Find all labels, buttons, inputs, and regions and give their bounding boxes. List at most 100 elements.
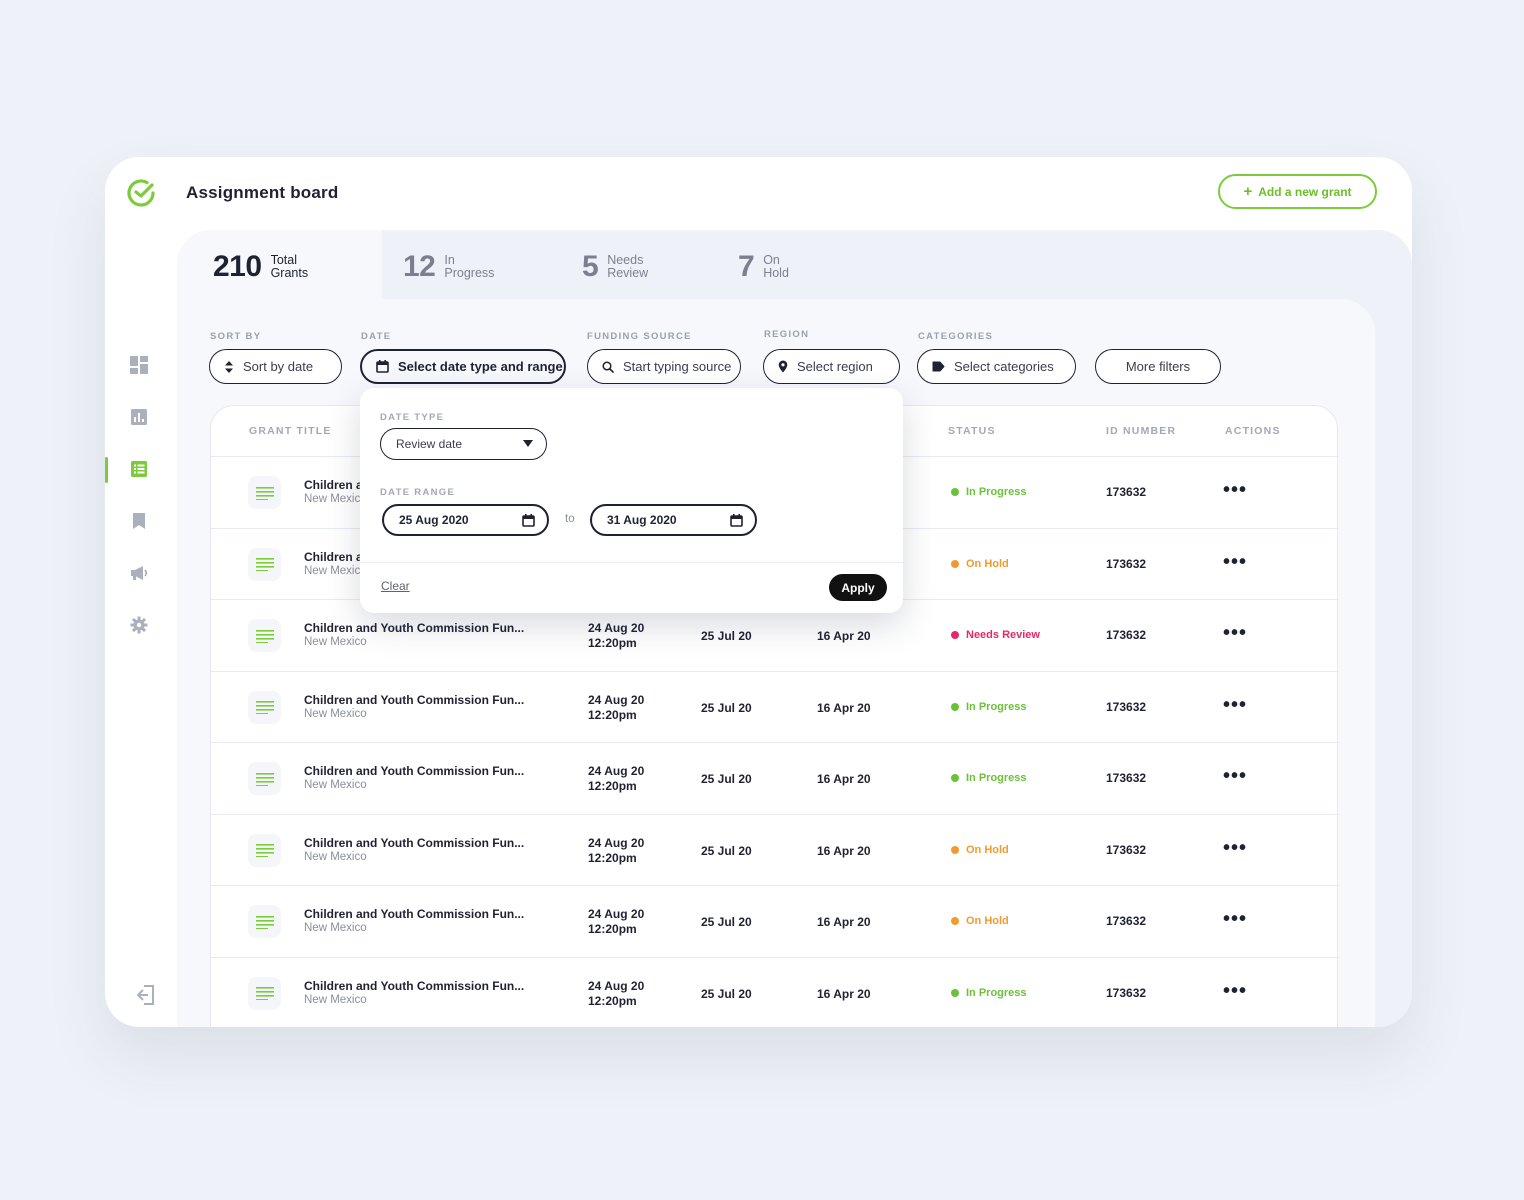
grant-region: New Mexico xyxy=(304,850,367,863)
grant-id: 173632 xyxy=(1106,556,1147,571)
main-panel: 210 Total Grants 12 In Progress 5 Needs Rev… xyxy=(177,230,1412,1027)
stat-number: 210 xyxy=(213,250,262,283)
status-dot xyxy=(951,488,959,496)
grant-date-secondary: 25 Jul 20 xyxy=(701,915,752,929)
date-range-separator: to xyxy=(565,513,575,525)
status-text: In Progress xyxy=(966,486,1027,498)
grant-date-tertiary: 16 Apr 20 xyxy=(817,629,871,643)
table-row[interactable]: Children and Youth Commission Fun...New … xyxy=(211,670,1339,743)
stat-needs-review[interactable]: 5 Needs Review xyxy=(582,250,648,284)
add-grant-button[interactable]: + Add a new grant xyxy=(1218,174,1377,209)
status-badge: On Hold xyxy=(951,915,1009,927)
sidebar-item-bookmarks[interactable] xyxy=(127,509,151,533)
grant-date: 24 Aug 20 xyxy=(588,764,645,778)
column-header-grant-title[interactable]: GRANT TITLE xyxy=(249,425,332,437)
document-lines-icon xyxy=(248,476,281,509)
row-actions-button[interactable]: ••• xyxy=(1223,765,1248,787)
region-select[interactable]: Select region xyxy=(763,349,900,384)
more-filters-button[interactable]: More filters xyxy=(1095,349,1221,384)
clear-button[interactable]: Clear xyxy=(381,579,410,593)
grant-id: 173632 xyxy=(1106,771,1147,785)
date-type-label: DATE TYPE xyxy=(380,412,445,423)
stat-number: 5 xyxy=(582,250,599,283)
more-filters-label: More filters xyxy=(1125,359,1191,374)
funding-source-input[interactable]: Start typing source xyxy=(587,349,741,384)
sort-by-select[interactable]: Sort by date xyxy=(209,349,342,384)
table-row[interactable]: Children and Youth Commission Fun...New … xyxy=(211,742,1339,814)
status-text: In Progress xyxy=(966,772,1027,784)
column-header-status[interactable]: STATUS xyxy=(948,425,996,437)
stat-label: In Progress xyxy=(444,254,494,280)
table-row[interactable]: Children and Youth Commission Fun...New … xyxy=(211,885,1339,957)
row-actions-button[interactable]: ••• xyxy=(1223,479,1248,501)
grant-title[interactable]: Children and Youth Commission Fun... xyxy=(304,621,525,635)
status-text: In Progress xyxy=(966,986,1027,999)
grant-title[interactable]: Children and Youth Commission Fun... xyxy=(304,978,525,993)
megaphone-icon xyxy=(131,566,148,580)
status-dot xyxy=(951,917,959,925)
region-value: Select region xyxy=(797,359,873,374)
sidebar-item-reports[interactable] xyxy=(127,405,151,429)
grant-id: 173632 xyxy=(1106,485,1147,499)
column-header-id-number[interactable]: ID NUMBER xyxy=(1106,425,1177,437)
grant-date-tertiary: 16 Apr 20 xyxy=(817,843,871,858)
grant-date: 24 Aug 20 xyxy=(588,835,645,850)
region-label: REGION xyxy=(764,329,810,340)
stat-on-hold[interactable]: 7 On Hold xyxy=(738,250,789,284)
grant-time: 12:20pm xyxy=(588,993,637,1008)
row-actions-button[interactable]: ••• xyxy=(1223,979,1248,1002)
apply-button[interactable]: Apply xyxy=(829,574,887,601)
grant-title[interactable]: Children and Youth Commission Fun... xyxy=(304,692,525,707)
stat-total-grants[interactable]: 210 Total Grants xyxy=(213,250,308,284)
table-row[interactable]: Children and Youth Commission Fun...New … xyxy=(211,956,1339,1028)
sidebar-active-indicator xyxy=(105,457,108,483)
date-range-to-input[interactable]: 31 Aug 2020 xyxy=(590,504,757,536)
document-lines-icon xyxy=(248,762,281,795)
status-badge: In Progress xyxy=(951,987,1027,999)
status-text: Needs Review xyxy=(966,629,1040,641)
grant-region: New Mexico xyxy=(304,779,367,791)
status-dot xyxy=(951,845,959,854)
date-type-select[interactable]: Review date xyxy=(380,428,547,460)
grant-region: New Mexico xyxy=(304,493,367,505)
grant-date-secondary: 25 Jul 20 xyxy=(701,700,752,715)
sidebar-item-announcements[interactable] xyxy=(127,561,151,585)
logout-icon[interactable] xyxy=(135,983,159,1007)
status-badge: In Progress xyxy=(951,701,1027,713)
grant-id: 173632 xyxy=(1106,628,1147,642)
row-actions-button[interactable]: ••• xyxy=(1223,836,1248,859)
column-header-actions: ACTIONS xyxy=(1225,425,1281,437)
grant-region: New Mexico xyxy=(304,993,367,1006)
funding-source-placeholder: Start typing source xyxy=(623,359,732,374)
date-range-label: DATE RANGE xyxy=(380,487,456,498)
row-actions-button[interactable]: ••• xyxy=(1223,908,1248,930)
grant-id: 173632 xyxy=(1106,914,1147,928)
categories-select[interactable]: Select categories xyxy=(917,349,1076,384)
row-actions-button[interactable]: ••• xyxy=(1223,550,1248,573)
grant-date: 24 Aug 20 xyxy=(588,907,645,921)
caret-down-icon xyxy=(523,440,533,447)
date-filter-select[interactable]: Select date type and range xyxy=(360,349,566,384)
funding-source-label: FUNDING SOURCE xyxy=(587,331,692,342)
status-dot xyxy=(951,631,959,639)
grant-title[interactable]: Children and Youth Commission Fun... xyxy=(304,907,525,921)
plus-icon: + xyxy=(1243,183,1253,200)
row-actions-button[interactable]: ••• xyxy=(1223,622,1248,644)
grant-date-secondary: 25 Jul 20 xyxy=(701,843,752,858)
dashboard-icon xyxy=(130,356,148,374)
stat-label: Needs Review xyxy=(607,254,648,280)
row-actions-button[interactable]: ••• xyxy=(1223,693,1248,716)
grant-title[interactable]: Children and Youth Commission Fun... xyxy=(304,764,525,778)
sidebar-item-list[interactable] xyxy=(127,457,151,481)
stat-in-progress[interactable]: 12 In Progress xyxy=(403,250,494,284)
date-range-from-input[interactable]: 25 Aug 2020 xyxy=(382,504,549,536)
sidebar-item-dashboard[interactable] xyxy=(127,353,151,377)
table-row[interactable]: Children and Youth Commission Fun...New … xyxy=(211,813,1339,886)
search-icon xyxy=(602,360,614,373)
stat-label: Total Grants xyxy=(271,254,309,280)
status-badge: In Progress xyxy=(951,772,1027,784)
sidebar-item-settings[interactable] xyxy=(127,613,151,637)
grant-title[interactable]: Children and Youth Commission Fun... xyxy=(304,835,525,850)
